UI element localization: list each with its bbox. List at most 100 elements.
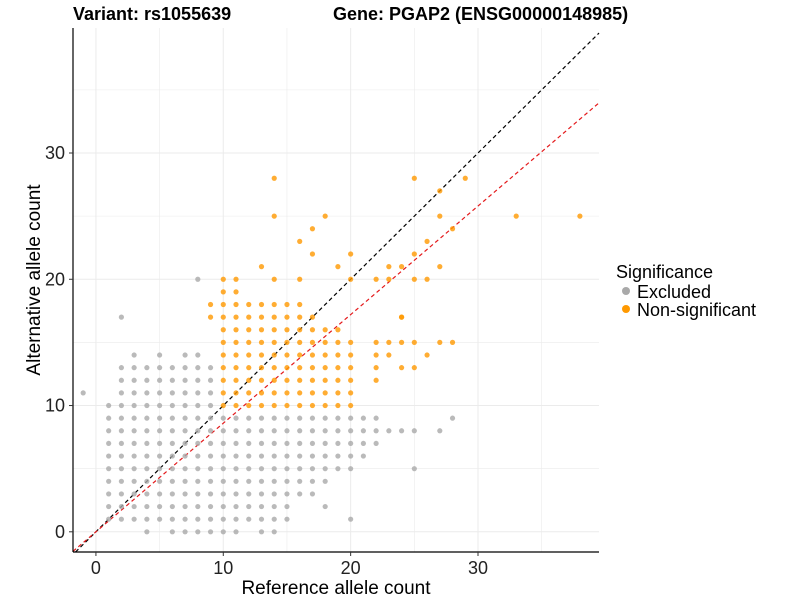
data-point	[258, 440, 265, 447]
data-point	[169, 440, 175, 447]
data-point	[246, 428, 252, 434]
data-point	[131, 516, 137, 522]
data-point	[322, 453, 328, 459]
data-point	[233, 453, 239, 459]
data-point	[144, 377, 150, 383]
data-point	[360, 428, 366, 434]
data-point	[309, 377, 316, 383]
y-axis-label: Alternative allele count	[24, 184, 45, 376]
data-point	[297, 339, 303, 345]
data-point	[246, 314, 252, 320]
data-point	[246, 365, 252, 371]
grid-lines	[73, 28, 599, 552]
data-point	[195, 402, 201, 409]
data-point	[182, 503, 188, 510]
data-point	[220, 301, 226, 308]
data-point	[118, 440, 124, 447]
data-point	[284, 453, 290, 459]
data-point	[182, 428, 188, 434]
data-point	[106, 503, 112, 510]
data-point	[386, 339, 392, 345]
data-point	[233, 478, 239, 484]
data-point	[182, 491, 188, 497]
data-point	[118, 377, 124, 383]
data-point	[169, 478, 175, 484]
data-point	[437, 428, 443, 434]
data-point	[437, 339, 443, 345]
reference-line	[72, 102, 600, 552]
data-point	[207, 402, 214, 409]
data-point	[297, 238, 303, 244]
data-point	[335, 402, 341, 409]
data-point	[131, 491, 137, 497]
data-point	[106, 402, 112, 409]
data-point	[131, 377, 137, 383]
data-point	[106, 466, 112, 472]
data-point	[271, 365, 277, 371]
data-point	[220, 402, 226, 409]
data-point	[284, 352, 290, 358]
data-point	[207, 529, 214, 535]
data-point	[195, 428, 201, 434]
data-point	[233, 428, 239, 434]
data-point	[360, 453, 366, 459]
data-point	[220, 390, 226, 396]
data-points	[80, 175, 583, 535]
data-point	[220, 516, 226, 522]
data-point	[398, 428, 405, 434]
legend-swatch-excluded	[622, 287, 630, 295]
reference-lines	[72, 32, 600, 553]
data-point	[309, 440, 316, 447]
data-point	[309, 415, 316, 421]
data-point	[233, 314, 239, 320]
data-point	[322, 352, 328, 358]
data-point	[131, 466, 137, 472]
data-point	[195, 491, 201, 497]
data-point	[373, 352, 379, 358]
data-point	[144, 428, 150, 434]
data-point	[348, 377, 354, 383]
data-point	[284, 390, 290, 396]
data-point	[271, 478, 277, 484]
data-point	[157, 428, 163, 434]
data-point	[118, 415, 124, 421]
x-axis-label: Reference allele count	[241, 578, 431, 599]
data-point	[246, 402, 252, 409]
data-point	[246, 301, 252, 308]
data-point	[322, 503, 328, 510]
data-point	[271, 415, 277, 421]
data-point	[348, 339, 354, 345]
data-point	[386, 276, 392, 282]
data-point	[335, 377, 341, 383]
data-point	[284, 466, 290, 472]
data-point	[106, 428, 112, 434]
data-point	[195, 503, 201, 510]
data-point	[284, 377, 290, 383]
data-point	[271, 175, 277, 181]
data-point	[258, 428, 265, 434]
data-point	[182, 453, 188, 459]
data-point	[246, 440, 252, 447]
series-non-significant	[207, 175, 583, 409]
data-point	[144, 529, 150, 535]
data-point	[182, 402, 188, 409]
data-point	[258, 402, 265, 409]
data-point	[182, 440, 188, 447]
data-point	[271, 440, 277, 447]
data-point	[118, 402, 124, 409]
data-point	[258, 415, 265, 421]
y-tick-label: 30	[45, 143, 65, 163]
data-point	[322, 428, 328, 434]
data-point	[348, 365, 354, 371]
legend-label-excluded: Excluded	[637, 282, 711, 302]
data-point	[348, 390, 354, 396]
data-point	[258, 529, 265, 535]
data-point	[80, 390, 86, 396]
data-point	[106, 440, 112, 447]
data-point	[118, 314, 124, 320]
data-point	[398, 365, 405, 371]
data-point	[169, 365, 175, 371]
data-point	[271, 516, 277, 522]
data-point	[348, 251, 354, 257]
data-point	[118, 466, 124, 472]
